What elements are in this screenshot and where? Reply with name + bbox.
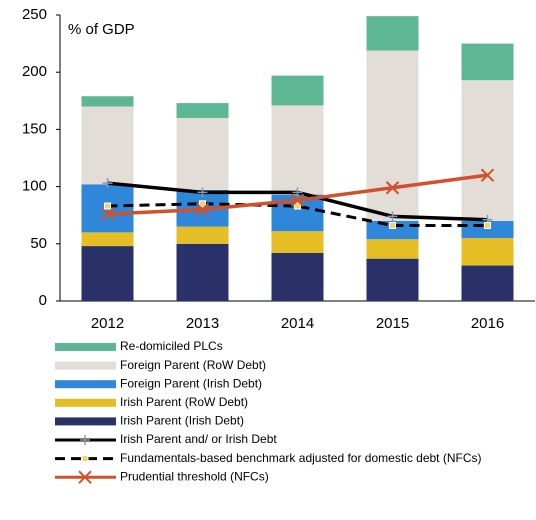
bar-segment	[271, 75, 324, 106]
line-marker	[80, 435, 90, 445]
legend-swatch	[55, 361, 116, 370]
x-tick-label: 2012	[91, 315, 124, 332]
legend-label: Foreign Parent (RoW Debt)	[120, 358, 266, 372]
line-marker	[480, 168, 495, 182]
line-marker	[294, 202, 301, 210]
y-tick-label: 150	[22, 120, 47, 137]
y-tick-label: 50	[30, 235, 47, 252]
bar-segment	[176, 243, 229, 301]
legend-swatch	[55, 398, 116, 407]
line-marker	[389, 221, 396, 229]
legend-label: Fundamentals-based benchmark adjusted fo…	[120, 451, 482, 465]
bar-segment	[176, 226, 229, 244]
y-axis-label: % of GDP	[68, 21, 135, 38]
bar-segment	[461, 43, 514, 81]
bar-segment	[271, 252, 324, 301]
bar-segment	[81, 96, 134, 107]
x-tick-label: 2013	[186, 315, 219, 332]
bar-segment	[271, 105, 324, 195]
line-marker	[195, 202, 210, 217]
bar-segment	[366, 239, 419, 259]
bar-segment	[366, 16, 419, 51]
bar-segment	[176, 103, 229, 118]
line-marker	[104, 202, 111, 210]
line-marker	[81, 455, 89, 463]
line-marker	[197, 187, 208, 198]
legend-label: Prudential threshold (NFCs)	[120, 469, 269, 483]
bar-segment	[271, 231, 324, 253]
x-tick-label: 2014	[281, 315, 314, 332]
line-marker	[292, 187, 303, 198]
bar-segment	[461, 265, 514, 301]
line-marker	[100, 207, 115, 221]
line-marker	[199, 200, 206, 208]
legend-swatch	[55, 417, 116, 426]
bar-segment	[366, 220, 419, 240]
legend-swatch	[55, 343, 116, 351]
bar-segment	[81, 106, 134, 185]
bar-segment	[81, 246, 134, 301]
bar-segment	[461, 238, 514, 266]
bar-segment	[81, 232, 134, 247]
y-tick-label: 0	[39, 292, 47, 309]
x-tick-label: 2016	[471, 315, 504, 332]
y-tick-label: 200	[22, 63, 47, 80]
bar-segment	[461, 80, 514, 221]
legend-label: Re-domiciled PLCs	[120, 339, 223, 353]
legend-label: Foreign Parent (Irish Debt)	[120, 376, 262, 390]
x-tick-label: 2015	[376, 315, 409, 332]
y-tick-label: 250	[22, 6, 47, 23]
line-marker	[385, 181, 400, 195]
bar-segment	[366, 50, 419, 221]
line-marker	[290, 193, 305, 208]
line-marker	[102, 178, 113, 189]
bar-segment	[366, 258, 419, 301]
line-marker	[78, 470, 92, 484]
line-marker	[484, 221, 491, 229]
bar-segment	[176, 117, 229, 191]
legend-label: Irish Parent and/ or Irish Debt	[120, 432, 277, 446]
y-tick-label: 100	[22, 178, 47, 195]
legend-label: Irish Parent (Irish Debt)	[120, 414, 244, 428]
line-marker	[387, 211, 398, 222]
legend-swatch	[55, 380, 116, 389]
legend-label: Irish Parent (RoW Debt)	[120, 395, 248, 409]
